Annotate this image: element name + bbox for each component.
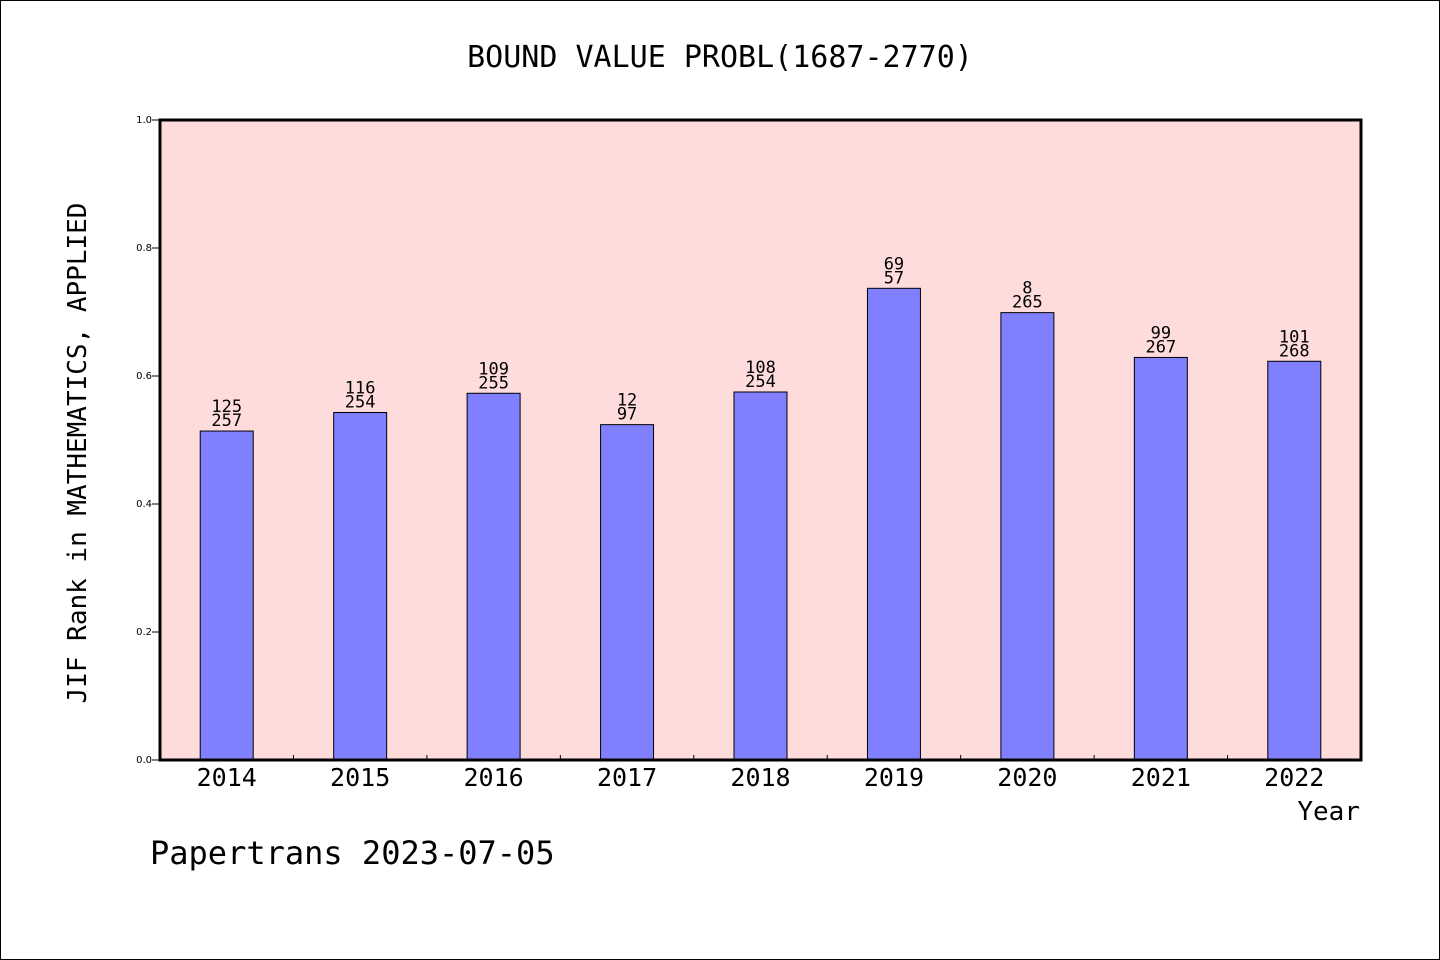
bar-total-label: 267 (1145, 337, 1176, 357)
x-tick-label: 2018 (730, 763, 790, 792)
x-tick-label: 2020 (997, 763, 1057, 792)
bar-total-label: 265 (1012, 293, 1043, 313)
bar-rank-label: 109 (478, 359, 509, 379)
bar (1267, 360, 1322, 761)
y-axis: 0.0 0.2 0.4 0.6 0.8 1.0 (136, 115, 160, 766)
bar (866, 287, 921, 761)
x-tick-label: 2022 (1264, 763, 1324, 792)
bar (1133, 356, 1188, 761)
bar (199, 430, 254, 761)
bar-total-label: 57 (884, 268, 904, 288)
y-tick-label: 0.2 (136, 627, 152, 638)
bar-total-label: 97 (617, 405, 637, 425)
bar-rank-label: 116 (345, 378, 376, 398)
x-tick-label: 2017 (597, 763, 657, 792)
bar-total-label: 268 (1279, 341, 1310, 361)
x-tick-label: 2016 (464, 763, 524, 792)
x-tick-label: 2021 (1131, 763, 1191, 792)
x-tick-label: 2015 (330, 763, 390, 792)
x-tick-label: 2014 (197, 763, 257, 792)
x-tick-label: 2019 (864, 763, 924, 792)
footer-credit: Papertrans 2023-07-05 (150, 834, 555, 872)
y-tick-label: 0.0 (136, 755, 152, 766)
bar-total-label: 255 (478, 373, 509, 393)
bar-rank-label: 108 (745, 358, 776, 378)
x-axis-label: Year (1297, 797, 1360, 827)
y-tick-label: 0.4 (136, 499, 152, 510)
bar (1000, 312, 1055, 761)
bar (466, 392, 521, 761)
bar (733, 391, 788, 761)
bar-rank-label: 69 (884, 254, 904, 274)
plot-border (158, 118, 1363, 762)
bar (333, 411, 388, 761)
bar-total-label: 254 (745, 372, 776, 392)
bar-rank-label: 12 (617, 391, 637, 411)
bar (600, 424, 655, 761)
bar-rank-label: 101 (1279, 327, 1310, 347)
y-tick-label: 0.6 (136, 371, 152, 382)
y-tick-label: 0.8 (136, 243, 152, 254)
bars-group: 1252571162541092551297108254695782659926… (199, 254, 1322, 761)
y-axis-label: JIF Rank in MATHEMATICS, APPLIED (63, 203, 93, 704)
bar-rank-label: 125 (211, 397, 242, 417)
bar-rank-label: 99 (1151, 323, 1171, 343)
chart-title: BOUND VALUE PROBL(1687-2770) (467, 40, 973, 75)
x-axis: 2014 2015 2016 2017 2018 2019 2020 2021 2022 (197, 755, 1324, 792)
bar-total-label: 257 (211, 411, 242, 431)
bar-total-label: 254 (345, 392, 376, 412)
y-tick-label: 1.0 (136, 115, 152, 126)
bar-rank-label: 8 (1022, 279, 1032, 299)
